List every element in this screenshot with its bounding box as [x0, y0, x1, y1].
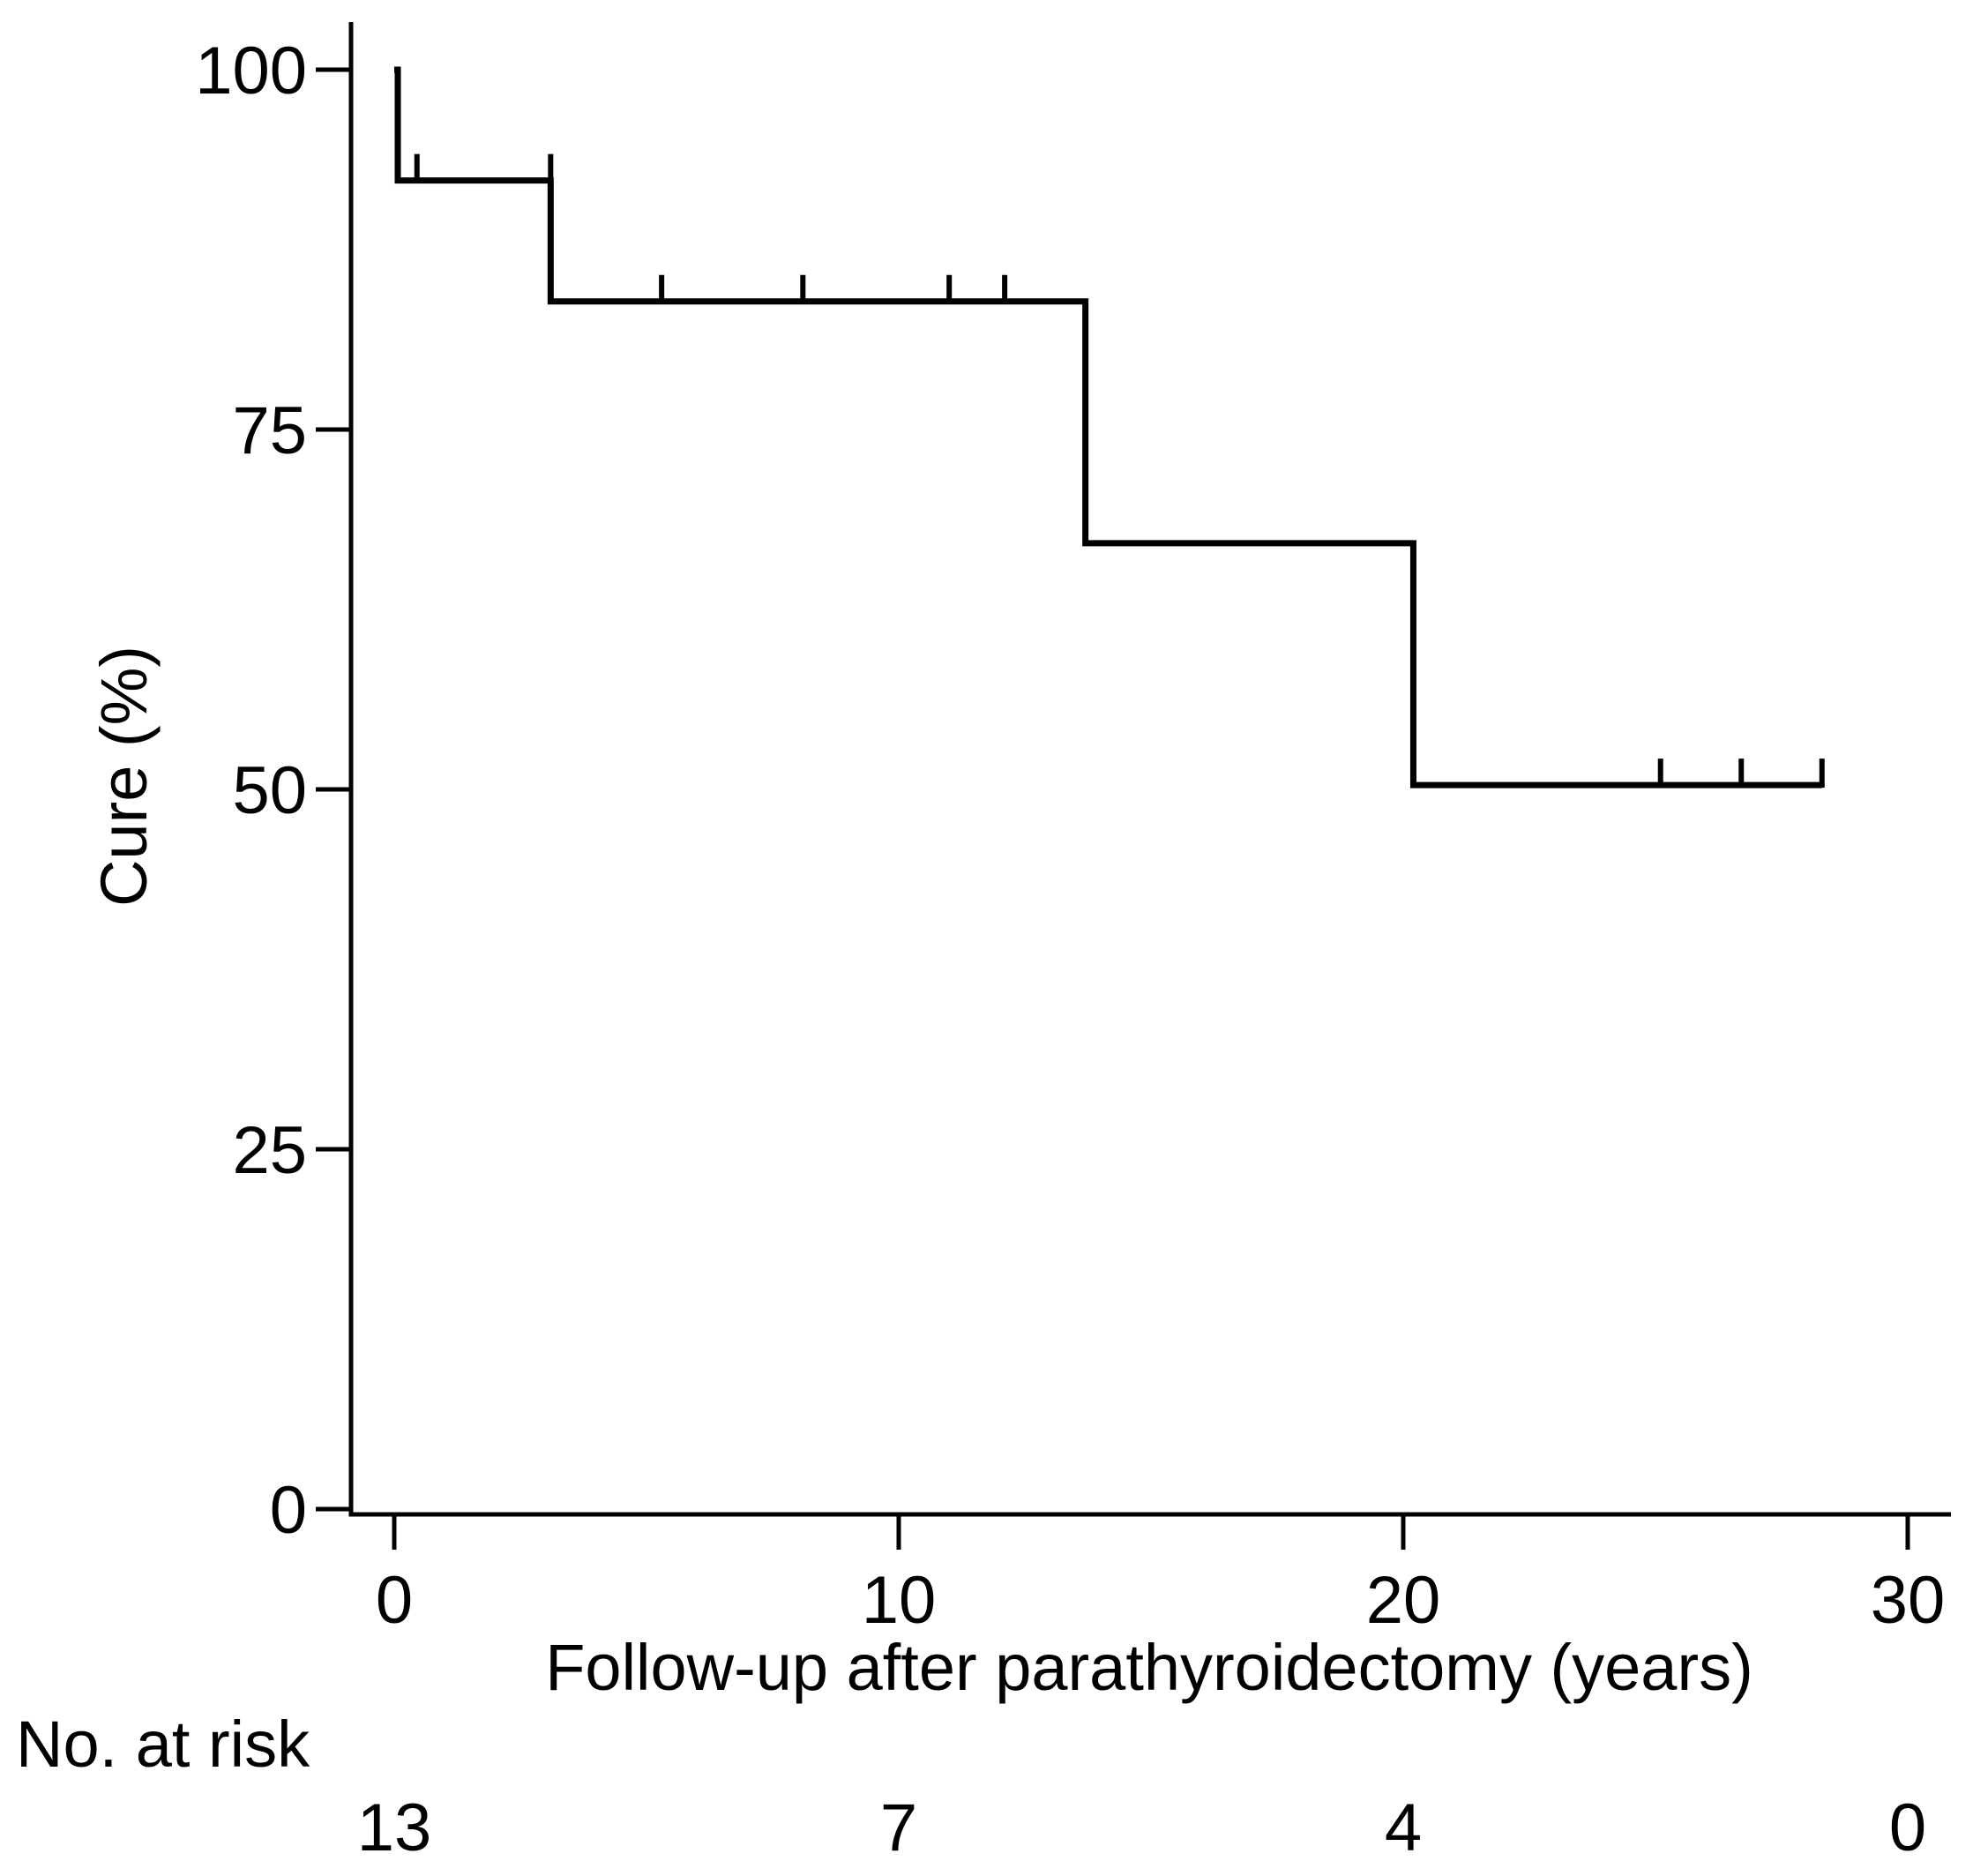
y-tick-label: 25: [232, 1113, 307, 1188]
km-curve-group: [394, 66, 1822, 789]
x-tick-label: 30: [1871, 1563, 1946, 1638]
y-axis-ticks: [316, 67, 351, 1512]
risk-table-label: No. at risk: [16, 1708, 310, 1781]
risk-count: 13: [357, 1790, 432, 1865]
y-tick-label: 75: [232, 393, 307, 468]
y-axis-tick-labels: 0 25 50 75 100: [195, 34, 307, 1548]
axes: [348, 22, 1951, 1517]
x-tick-label: 20: [1366, 1563, 1441, 1638]
y-axis-title: Cure (%): [87, 646, 161, 907]
km-curve: [394, 66, 1822, 789]
y-tick-label: 100: [195, 34, 307, 108]
censor-tick-group: [414, 153, 1825, 789]
risk-count: 4: [1385, 1790, 1422, 1865]
x-tick-label: 10: [862, 1563, 937, 1638]
risk-table-row: 13 7 4 0: [357, 1790, 1926, 1865]
y-tick-label: 50: [232, 753, 307, 828]
x-axis-tick-labels: 0 10 20 30: [376, 1563, 1945, 1638]
y-tick-label: 0: [270, 1473, 307, 1548]
risk-count: 7: [880, 1790, 917, 1865]
x-axis-title: Follow-up after parathyroidectomy (years…: [545, 1631, 1753, 1704]
x-tick-label: 0: [376, 1563, 413, 1638]
risk-count: 0: [1889, 1790, 1926, 1865]
x-axis-ticks: [392, 1514, 1910, 1550]
